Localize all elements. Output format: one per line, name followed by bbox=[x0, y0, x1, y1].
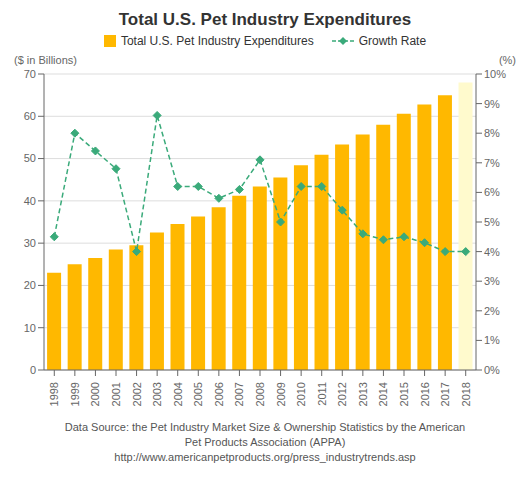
svg-text:2005: 2005 bbox=[192, 382, 204, 406]
svg-text:1998: 1998 bbox=[48, 382, 60, 406]
svg-text:4%: 4% bbox=[484, 246, 500, 258]
svg-text:50: 50 bbox=[24, 152, 36, 164]
html-text:Total U.S. Pet Industry Expend: Total U.S. Pet Industry Expenditures bbox=[118, 10, 412, 29]
svg-text:2010: 2010 bbox=[295, 382, 307, 406]
svg-text:0: 0 bbox=[30, 364, 36, 376]
svg-text:2001: 2001 bbox=[110, 382, 122, 406]
svg-text:8%: 8% bbox=[484, 127, 500, 139]
svg-text:30: 30 bbox=[24, 237, 36, 249]
svg-text:0%: 0% bbox=[484, 364, 500, 376]
svg-text:40: 40 bbox=[24, 195, 36, 207]
svg-text:2002: 2002 bbox=[131, 382, 143, 406]
svg-text:2004: 2004 bbox=[172, 382, 184, 406]
svg-text:70: 70 bbox=[24, 68, 36, 80]
html-text:Total U.S. Pet Industry Expend: Total U.S. Pet Industry Expenditures bbox=[120, 34, 314, 48]
html-text:($ in Billions): ($ in Billions) bbox=[14, 54, 77, 66]
svg-text:2011: 2011 bbox=[316, 382, 328, 406]
svg-text:2015: 2015 bbox=[398, 382, 410, 406]
svg-text:6%: 6% bbox=[484, 186, 500, 198]
svg-text:2008: 2008 bbox=[254, 382, 266, 406]
svg-text:2018: 2018 bbox=[460, 382, 472, 406]
svg-text:2013: 2013 bbox=[357, 382, 369, 406]
svg-text:10: 10 bbox=[24, 322, 36, 334]
svg-text:7%: 7% bbox=[484, 157, 500, 169]
html-text:Pet Products Association (APPA: Pet Products Association (APPA) bbox=[184, 436, 346, 448]
svg-text:2017: 2017 bbox=[439, 382, 451, 406]
svg-text:2%: 2% bbox=[484, 305, 500, 317]
svg-text:5%: 5% bbox=[484, 216, 500, 228]
svg-text:2014: 2014 bbox=[377, 382, 389, 406]
svg-text:2006: 2006 bbox=[213, 382, 225, 406]
svg-text:1%: 1% bbox=[484, 334, 500, 346]
svg-text:60: 60 bbox=[24, 110, 36, 122]
svg-text:2003: 2003 bbox=[151, 382, 163, 406]
svg-text:10%: 10% bbox=[484, 68, 506, 80]
svg-text:9%: 9% bbox=[484, 98, 500, 110]
svg-text:2007: 2007 bbox=[233, 382, 245, 406]
svg-text:2009: 2009 bbox=[275, 382, 287, 406]
svg-text:20: 20 bbox=[24, 279, 36, 291]
svg-text:3%: 3% bbox=[484, 275, 500, 287]
svg-text:2000: 2000 bbox=[89, 382, 101, 406]
html-text:http://www.americanpetproducts: http://www.americanpetproducts.org/press… bbox=[114, 451, 416, 463]
html-text:Data Source: the Pet Industry: Data Source: the Pet Industry Market Siz… bbox=[64, 421, 466, 433]
svg-text:2012: 2012 bbox=[336, 382, 348, 406]
html-text:Growth Rate: Growth Rate bbox=[358, 34, 427, 48]
svg-text:1999: 1999 bbox=[69, 382, 81, 406]
svg-text:2016: 2016 bbox=[419, 382, 431, 406]
